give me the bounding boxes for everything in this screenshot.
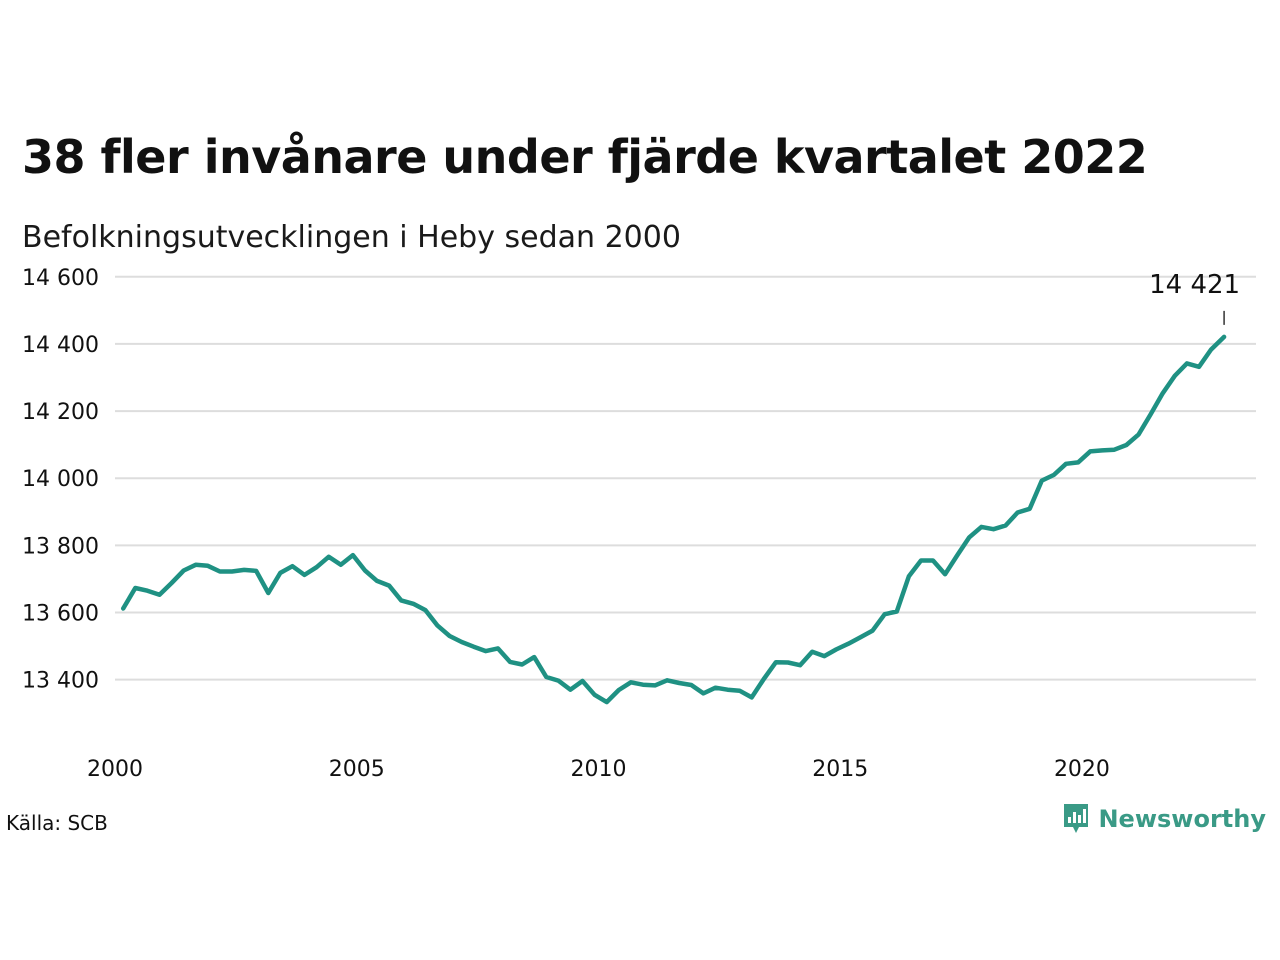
y-tick-label: 14 600 bbox=[22, 266, 99, 291]
annotation-label: 14 421 bbox=[1149, 270, 1240, 300]
y-tick-label: 13 400 bbox=[22, 669, 99, 694]
newsworthy-logo-icon bbox=[1064, 804, 1089, 833]
brand-name: Newsworthy bbox=[1098, 805, 1266, 833]
x-tick-label: 2020 bbox=[1054, 757, 1110, 782]
y-tick-label: 14 400 bbox=[22, 333, 99, 358]
y-tick-label: 14 200 bbox=[22, 400, 99, 425]
y-tick-label: 14 000 bbox=[22, 467, 99, 492]
series-line bbox=[120, 334, 1227, 705]
x-tick-label: 2005 bbox=[329, 757, 385, 782]
x-tick-label: 2010 bbox=[570, 757, 626, 782]
line-chart: 13 400 13 600 13 800 14 000 14 200 14 400 14 6… bbox=[22, 266, 1256, 782]
y-tick-label: 13 800 bbox=[22, 534, 99, 559]
chart-subtitle: Befolkningsutvecklingen i Heby sedan 200… bbox=[22, 220, 681, 255]
source-note: Källa: SCB bbox=[6, 811, 108, 835]
chart-title: 38 fler invånare under fjärde kvartalet … bbox=[22, 130, 1148, 184]
x-tick-label: 2000 bbox=[87, 757, 143, 782]
brand-logo: Newsworthy bbox=[1062, 802, 1266, 836]
x-tick-label: 2015 bbox=[812, 757, 868, 782]
y-tick-label: 13 600 bbox=[22, 602, 99, 627]
